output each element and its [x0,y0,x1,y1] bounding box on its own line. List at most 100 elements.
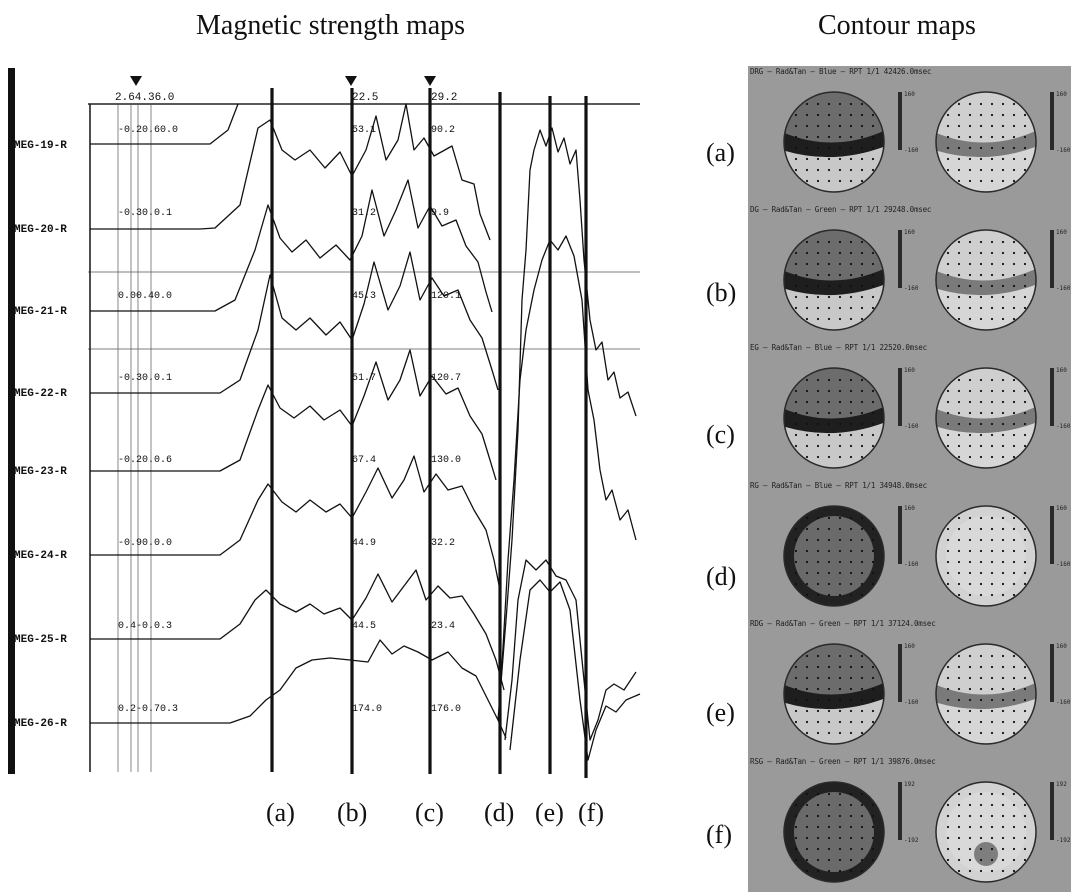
baseline-readout: 0.00.40.0 [118,291,172,302]
contour-map-pair: 160 -160 160 -160 [783,505,1071,607]
scale-min-label: -160 [904,699,919,706]
top-readout: 22.5 [352,92,378,104]
color-scale-bar [1050,92,1054,150]
waveform-trace [90,179,493,313]
contour-panel: EG – Rad&Tan – Blue – RPT 1/1 22520.0mse… [748,342,1071,482]
left-axis-bar [8,68,15,774]
head-contour-map [936,506,1036,606]
head-contour-map [936,92,1036,192]
scale-max-label: 160 [1056,91,1067,98]
color-scale-bar [898,92,902,150]
channel-label: MEG-26-R [14,718,67,730]
waveform-trace [90,349,497,481]
column-c-readout: 23.4 [431,621,455,632]
baseline-readout: 0.2-0.70.3 [118,704,178,715]
waveform-trace [90,103,491,241]
meg-trace-plot: 2.64.36.0 22.5 29.2 MEG-19-R MEG-20-R ME… [8,68,641,778]
column-b-readout: 45.3 [352,291,376,302]
scale-min-label: -192 [1056,837,1071,844]
head-contour-map [784,368,884,468]
waveform-trace [499,235,637,701]
contour-panel: DRG – Rad&Tan – Blue – RPT 1/1 42426.0ms… [748,66,1071,206]
scale-min-label: -192 [904,837,919,844]
column-b-readout: 44.5 [352,621,376,632]
waveform-trace [509,579,641,761]
scale-min-label: -160 [904,147,919,154]
contour-panel: RDG – Rad&Tan – Green – RPT 1/1 37124.0m… [748,618,1071,758]
waveform-trace [504,559,637,741]
head-contour-map [936,368,1036,468]
color-scale-bar [898,782,902,840]
contour-panel-header: DRG – Rad&Tan – Blue – RPT 1/1 42426.0ms… [750,67,932,76]
marker-label-c: (c) [415,798,444,827]
head-contour-map [936,230,1036,330]
contour-maps-title: Contour maps [818,10,976,41]
marker-label-b: (b) [337,798,368,827]
contour-panel-header: RDG – Rad&Tan – Green – RPT 1/1 37124.0m… [750,619,936,628]
head-contour-map [784,782,884,882]
channel-label: MEG-23-R [14,466,67,478]
baseline-readout: -0.20.0.6 [118,455,172,466]
color-scale-bar [1050,506,1054,564]
head-contour-map [784,92,884,192]
scale-max-label: 160 [904,91,915,98]
scale-max-label: 192 [1056,781,1067,788]
channel-label: MEG-25-R [14,634,67,646]
color-scale-bar [1050,782,1054,840]
scale-min-label: -160 [1056,285,1071,292]
contour-panel: DG – Rad&Tan – Green – RPT 1/1 29248.0ms… [748,204,1071,344]
column-b-readout: 53.1 [352,125,376,136]
scale-max-label: 160 [1056,643,1067,650]
contour-panel-header: DG – Rad&Tan – Green – RPT 1/1 29248.0ms… [750,205,932,214]
contour-label-a: (a) [706,138,735,167]
waveform-trace [90,455,501,591]
marker-triangle [345,76,357,86]
contour-label-f: (f) [706,820,732,849]
color-scale-bar [1050,230,1054,288]
scale-min-label: -160 [1056,699,1071,706]
scale-max-label: 192 [904,781,915,788]
scale-min-label: -160 [904,423,919,430]
channel-label: MEG-19-R [14,140,67,152]
column-c-readout: 120.1 [431,291,461,302]
scale-max-label: 160 [904,229,915,236]
waveform-trace [90,639,507,739]
color-scale-bar [898,644,902,702]
color-scale-bar [898,230,902,288]
scale-min-label: -160 [1056,147,1071,154]
contour-panel: RSG – Rad&Tan – Green – RPT 1/1 39876.0m… [748,756,1071,896]
contour-panel-header: RSG – Rad&Tan – Green – RPT 1/1 39876.0m… [750,757,936,766]
scale-max-label: 160 [904,643,915,650]
marker-triangle [424,76,436,86]
head-contour-map [784,230,884,330]
contour-maps-strip: DRG – Rad&Tan – Blue – RPT 1/1 42426.0ms… [748,66,1071,892]
scale-max-label: 160 [904,505,915,512]
column-c-readout: 176.0 [431,704,461,715]
channel-label: MEG-24-R [14,550,67,562]
scale-max-label: 160 [1056,367,1067,374]
waveform-trace [497,127,637,721]
head-contour-map [936,644,1036,744]
baseline-readout: -0.20.60.0 [118,125,178,136]
scale-max-label: 160 [904,367,915,374]
color-scale-bar [898,506,902,564]
magnetic-maps-title: Magnetic strength maps [196,10,466,41]
scale-min-label: -160 [1056,423,1071,430]
contour-panel: RG – Rad&Tan – Blue – RPT 1/1 34948.0mse… [748,480,1071,620]
head-contour-map [784,506,884,606]
top-readout: 29.2 [431,92,457,104]
head-contour-map [936,782,1036,882]
channel-label: MEG-21-R [14,306,67,318]
column-c-readout: 130.0 [431,455,461,466]
baseline-readout: -0.90.0.0 [118,538,172,549]
scale-min-label: -160 [904,561,919,568]
column-c-readout: 9.9 [431,208,449,219]
column-b-readout: 174.0 [352,704,382,715]
waveform-trace [90,103,239,145]
head-contour-map [784,644,884,744]
color-scale-bar [898,368,902,426]
scale-max-label: 160 [1056,229,1067,236]
contour-panel-header: EG – Rad&Tan – Blue – RPT 1/1 22520.0mse… [750,343,927,352]
column-b-readout: 44.9 [352,538,376,549]
waveform-trace [90,569,505,691]
